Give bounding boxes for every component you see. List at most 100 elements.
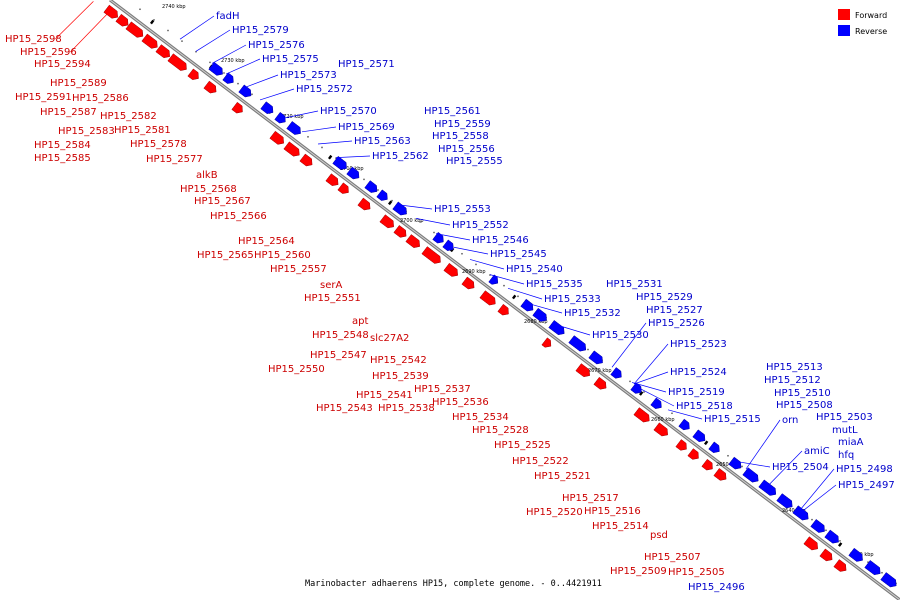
forward-gene-label: HP15_2565	[197, 250, 254, 261]
tick-mark	[511, 294, 517, 300]
forward-gene-label: HP15_2583	[58, 126, 115, 137]
reverse-leader-line	[259, 88, 295, 101]
reverse-leader-line	[735, 461, 771, 468]
position-dot	[517, 295, 519, 298]
reverse-leader-line	[225, 58, 261, 75]
forward-gene-arrow	[103, 4, 118, 19]
reverse-gene-label: HP15_2526	[648, 318, 705, 329]
reverse-gene-label: HP15_2508	[776, 400, 833, 411]
forward-gene-label: HP15_2505	[668, 567, 725, 578]
reverse-leader-line	[667, 409, 703, 420]
forward-gene-label: HP15_2551	[304, 293, 361, 304]
reverse-gene-arrow	[880, 572, 897, 588]
reverse-leader-line	[469, 259, 505, 270]
forward-gene-label: HP15_2536	[432, 397, 489, 408]
reverse-gene-arrow	[650, 397, 662, 409]
forward-gene-arrow	[141, 33, 158, 49]
forward-gene-label: HP15_2560	[254, 250, 311, 261]
position-dot	[825, 529, 827, 532]
reverse-gene-label: HP15_2504	[772, 462, 829, 473]
reverse-gene-label: HP15_2546	[472, 235, 529, 246]
forward-gene-arrow	[115, 13, 129, 27]
reverse-gene-label: HP15_2570	[320, 106, 377, 117]
position-dot	[587, 348, 589, 351]
reverse-gene-arrow	[728, 456, 742, 470]
reverse-gene-label: HP15_2535	[526, 279, 583, 290]
reverse-gene-label: HP15_2523	[670, 339, 727, 350]
forward-gene-label: apt	[352, 316, 368, 327]
forward-gene-arrow	[299, 153, 313, 167]
forward-gene-arrow	[479, 290, 496, 306]
reverse-gene-label: HP15_2573	[280, 70, 337, 81]
position-dot	[433, 231, 435, 234]
reverse-gene-label: fadH	[216, 11, 240, 22]
reverse-gene-label: HP15_2561	[424, 106, 481, 117]
forward-gene-label: HP15_2537	[414, 384, 471, 395]
position-dot	[671, 412, 673, 415]
gene-arrows	[103, 4, 897, 588]
reverse-gene-label: HP15_2527	[646, 305, 703, 316]
reverse-gene-label: HP15_2569	[338, 122, 395, 133]
reverse-gene-label: HP15_2498	[836, 464, 893, 475]
reverse-gene-label: HP15_2553	[434, 204, 491, 215]
position-dot	[839, 539, 841, 542]
forward-gene-arrow	[633, 407, 650, 423]
tick-mark	[387, 200, 393, 206]
reverse-leader-line	[317, 140, 353, 145]
forward-gene-label: HP15_2596	[20, 47, 77, 58]
reverse-gene-arrow	[776, 493, 793, 509]
forward-gene-label: HP15_2538	[378, 403, 435, 414]
reverse-gene-arrow	[792, 505, 809, 521]
reverse-gene-label: HP15_2530	[592, 330, 649, 341]
forward-gene-arrow	[575, 363, 590, 378]
tick-label: 2680 kbp	[524, 319, 548, 325]
forward-gene-label: HP15_2589	[50, 78, 107, 89]
reverse-gene-label: HP15_2497	[838, 480, 895, 491]
position-dot	[321, 146, 323, 149]
tick-label: 2740 kbp	[162, 4, 186, 10]
position-dot	[377, 189, 379, 191]
genome-caption: Marinobacter adhaerens HP15, complete ge…	[305, 579, 602, 589]
reverse-gene-arrow	[442, 239, 454, 251]
reverse-gene-arrow	[346, 166, 360, 180]
reverse-gene-arrow	[708, 441, 720, 453]
tick-label: 2730 kbp	[221, 58, 245, 64]
reverse-gene-label: HP15_2556	[438, 144, 495, 155]
forward-gene-label: HP15_2594	[34, 59, 91, 70]
forward-gene-arrow	[269, 130, 284, 145]
forward-gene-label: HP15_2548	[312, 330, 369, 341]
reverse-gene-arrow	[532, 307, 547, 322]
reverse-gene-arrow	[692, 429, 706, 443]
forward-gene-label: HP15_2557	[270, 264, 327, 275]
position-dot	[419, 220, 421, 223]
reverse-gene-arrow	[238, 84, 252, 98]
tick-label: 2650 kbp	[716, 462, 740, 468]
forward-gene-label: HP15_2581	[114, 125, 171, 136]
reverse-gene-label: HP15_2533	[544, 294, 601, 305]
reverse-gene-label: HP15_2576	[248, 40, 305, 51]
forward-gene-label: HP15_2564	[238, 236, 295, 247]
reverse-leader-line	[631, 382, 667, 393]
reverse-gene-arrow	[222, 72, 234, 84]
forward-gene-label: HP15_2591	[15, 92, 72, 103]
tick-mark	[837, 542, 843, 547]
reverse-leader-line	[799, 468, 835, 511]
forward-gene-arrow	[675, 439, 687, 451]
forward-gene-label: slc27A2	[370, 333, 409, 344]
legend: Forward Reverse	[838, 9, 887, 36]
position-dot	[307, 135, 309, 138]
reverse-leader-line	[527, 303, 563, 314]
reverse-leader-line	[335, 155, 371, 158]
tick-label: 2660 kbp	[651, 417, 675, 423]
forward-gene-arrow	[337, 182, 349, 194]
forward-gene-arrow	[283, 141, 300, 157]
forward-gene-label: HP15_2543	[316, 403, 373, 414]
forward-gene-arrow	[187, 68, 199, 80]
reverse-gene-label: HP15_2572	[296, 84, 353, 95]
forward-gene-arrow	[379, 214, 394, 229]
forward-gene-label: HP15_2577	[146, 154, 203, 165]
forward-gene-arrow	[833, 559, 847, 572]
forward-gene-arrow	[357, 197, 371, 211]
reverse-leader-line	[489, 274, 525, 285]
